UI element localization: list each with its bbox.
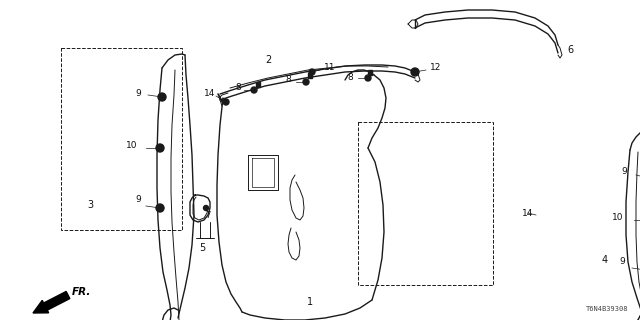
- Text: 8: 8: [285, 76, 291, 84]
- Text: 10: 10: [126, 141, 138, 150]
- Text: FR.: FR.: [72, 287, 92, 297]
- Text: 7: 7: [205, 211, 211, 220]
- Text: 1: 1: [307, 297, 313, 307]
- Text: 2: 2: [265, 55, 271, 65]
- Bar: [358, 122, 493, 285]
- Circle shape: [411, 68, 419, 76]
- Circle shape: [365, 75, 371, 81]
- Circle shape: [156, 144, 164, 152]
- Text: 10: 10: [612, 213, 624, 222]
- Text: 14: 14: [522, 209, 534, 218]
- Text: 3: 3: [87, 200, 93, 210]
- Text: 14: 14: [204, 89, 216, 98]
- Text: 9: 9: [621, 167, 627, 177]
- Text: 8: 8: [235, 84, 241, 92]
- Text: 9: 9: [135, 89, 141, 98]
- Text: T6N4B39308: T6N4B39308: [586, 306, 628, 312]
- Bar: [61, 48, 182, 230]
- Text: 12: 12: [430, 63, 442, 73]
- Circle shape: [158, 93, 166, 101]
- Text: 8: 8: [347, 73, 353, 82]
- Circle shape: [223, 99, 229, 105]
- FancyArrow shape: [33, 292, 70, 313]
- Text: 9: 9: [619, 258, 625, 267]
- Bar: [308, 73, 312, 78]
- Circle shape: [204, 205, 209, 211]
- Bar: [256, 82, 260, 87]
- Circle shape: [251, 87, 257, 93]
- Text: 5: 5: [199, 243, 205, 253]
- Text: 6: 6: [567, 45, 573, 55]
- Text: 11: 11: [324, 63, 336, 73]
- Text: 9: 9: [135, 196, 141, 204]
- Circle shape: [156, 204, 164, 212]
- Text: 4: 4: [602, 255, 608, 265]
- Bar: [368, 70, 372, 75]
- Circle shape: [309, 69, 315, 75]
- Circle shape: [303, 79, 309, 85]
